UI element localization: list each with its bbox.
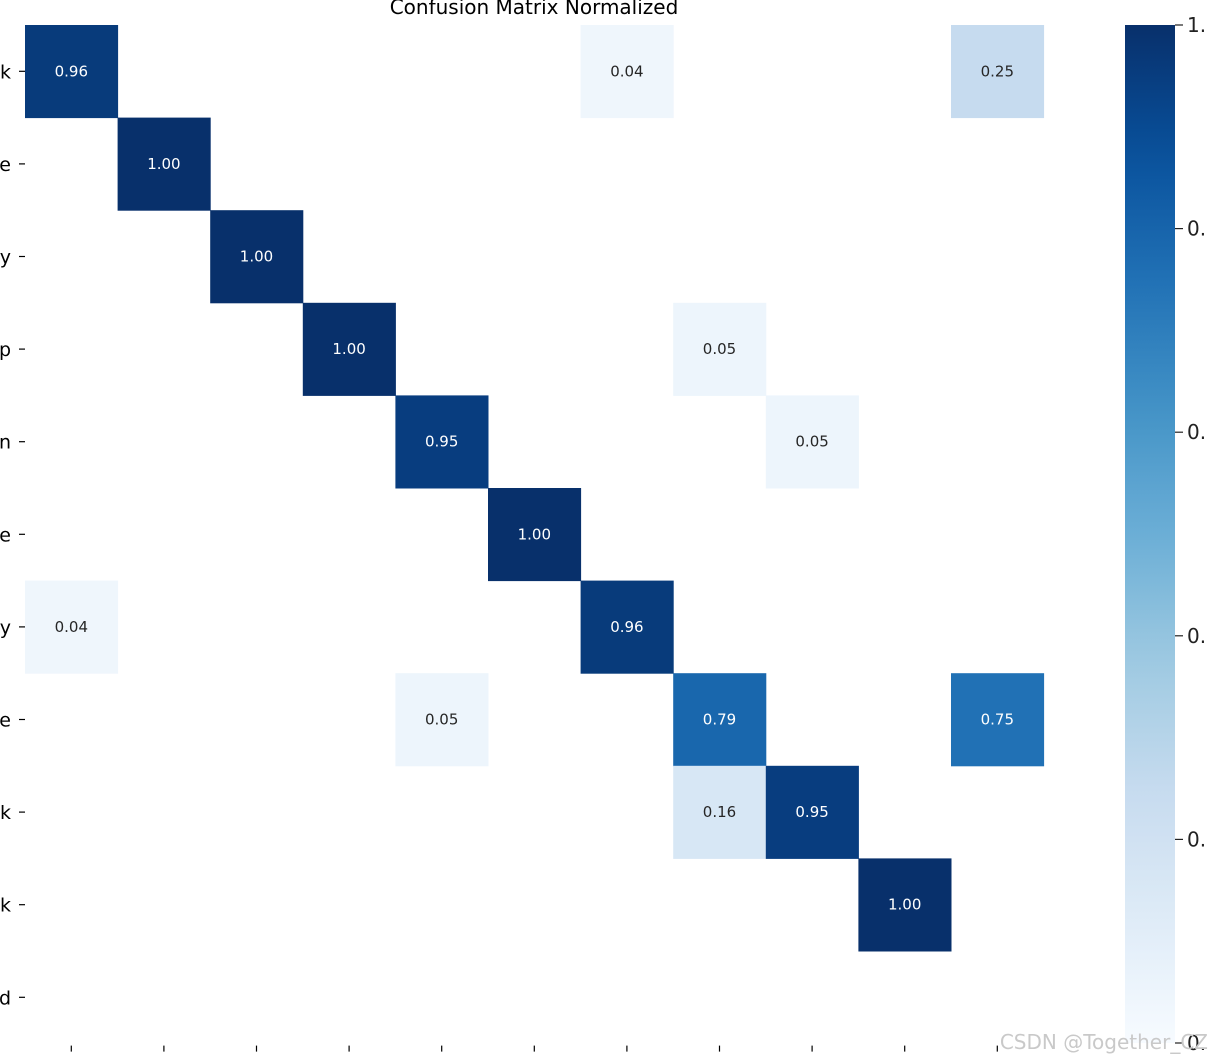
- heatmap-cell: [210, 210, 304, 304]
- heatmap-cell: [395, 673, 489, 767]
- colorbar: 1. 0. 0. 0. 0. 0.: [1125, 13, 1206, 1055]
- cell-value-label: 1.00: [888, 896, 921, 914]
- y-tick-label: e: [0, 524, 11, 546]
- heatmap-cell: [673, 302, 767, 396]
- cell-value-label: 0.96: [55, 62, 88, 80]
- y-tick-label: p: [0, 339, 11, 361]
- colorbar-tick-label: 0.: [1187, 1031, 1206, 1055]
- y-tick-label: d: [0, 987, 11, 1009]
- heatmap-cell: [765, 765, 859, 859]
- watermark-text: CSDN @Together_CZ: [1000, 1030, 1208, 1054]
- heatmap-cell: [117, 117, 211, 211]
- y-tick-label: y: [0, 247, 11, 269]
- y-tick-label: e: [0, 154, 11, 176]
- x-axis: [70, 1045, 998, 1052]
- chart-title: Confusion Matrix Normalized: [390, 0, 679, 19]
- cell-value-label: 0.25: [981, 62, 1014, 80]
- heatmap-cell: [580, 580, 674, 674]
- colorbar-tick-label: 0.: [1187, 624, 1206, 648]
- colorbar-tick-label: 0.: [1187, 420, 1206, 444]
- cell-value-label: 1.00: [240, 248, 273, 266]
- cell-value-label: 0.96: [610, 618, 643, 636]
- heatmap-cells: [25, 25, 1045, 952]
- heatmap-cell: [25, 25, 119, 119]
- heatmap-cell: [580, 25, 674, 119]
- colorbar-tick-label: 0.: [1187, 827, 1206, 851]
- colorbar-tick-label: 0.: [1187, 217, 1206, 241]
- cell-value-label: 0.04: [55, 618, 88, 636]
- heatmap-cell: [488, 488, 582, 582]
- heatmap-cell: [673, 765, 767, 859]
- cell-value-label: 0.95: [425, 433, 458, 451]
- cell-value-label: 1.00: [147, 155, 180, 173]
- heatmap-cell: [25, 580, 119, 674]
- cell-value-label: 1.00: [332, 340, 365, 358]
- cell-value-label: 0.79: [703, 711, 736, 729]
- cell-value-label: 1.00: [518, 525, 551, 543]
- cell-value-label: 0.04: [610, 62, 643, 80]
- y-tick-label: k: [0, 895, 11, 917]
- cell-value-label: 0.05: [425, 711, 458, 729]
- heatmap-cell: [858, 858, 952, 952]
- y-tick-label: k: [0, 61, 11, 83]
- cell-value-label: 0.75: [981, 711, 1014, 729]
- cell-value-label: 0.95: [795, 803, 828, 821]
- cell-value-label: 0.16: [703, 803, 736, 821]
- cell-value-label: 0.05: [703, 340, 736, 358]
- heatmap-cell: [302, 302, 396, 396]
- y-tick-label: e: [0, 710, 11, 732]
- heatmap-cell: [951, 673, 1045, 767]
- heatmap-cell: [951, 25, 1045, 119]
- heatmap-cell: [765, 395, 859, 489]
- y-tick-label: k: [0, 802, 11, 824]
- colorbar-tick-label: 1.: [1187, 13, 1206, 37]
- heatmap-cell: [673, 673, 767, 767]
- heatmap-cell: [395, 395, 489, 489]
- heatmap-cell-labels: 0.96 0.04 0.25 1.00 1.00 1.00 0.05 0.95 0.05 1.00…: [55, 62, 1014, 913]
- y-tick-label: n: [0, 432, 11, 454]
- y-axis: k e y p n e y e k k d: [0, 61, 25, 1009]
- y-tick-label: y: [0, 617, 11, 639]
- colorbar-gradient: [1125, 25, 1175, 1043]
- cell-value-label: 0.05: [795, 433, 828, 451]
